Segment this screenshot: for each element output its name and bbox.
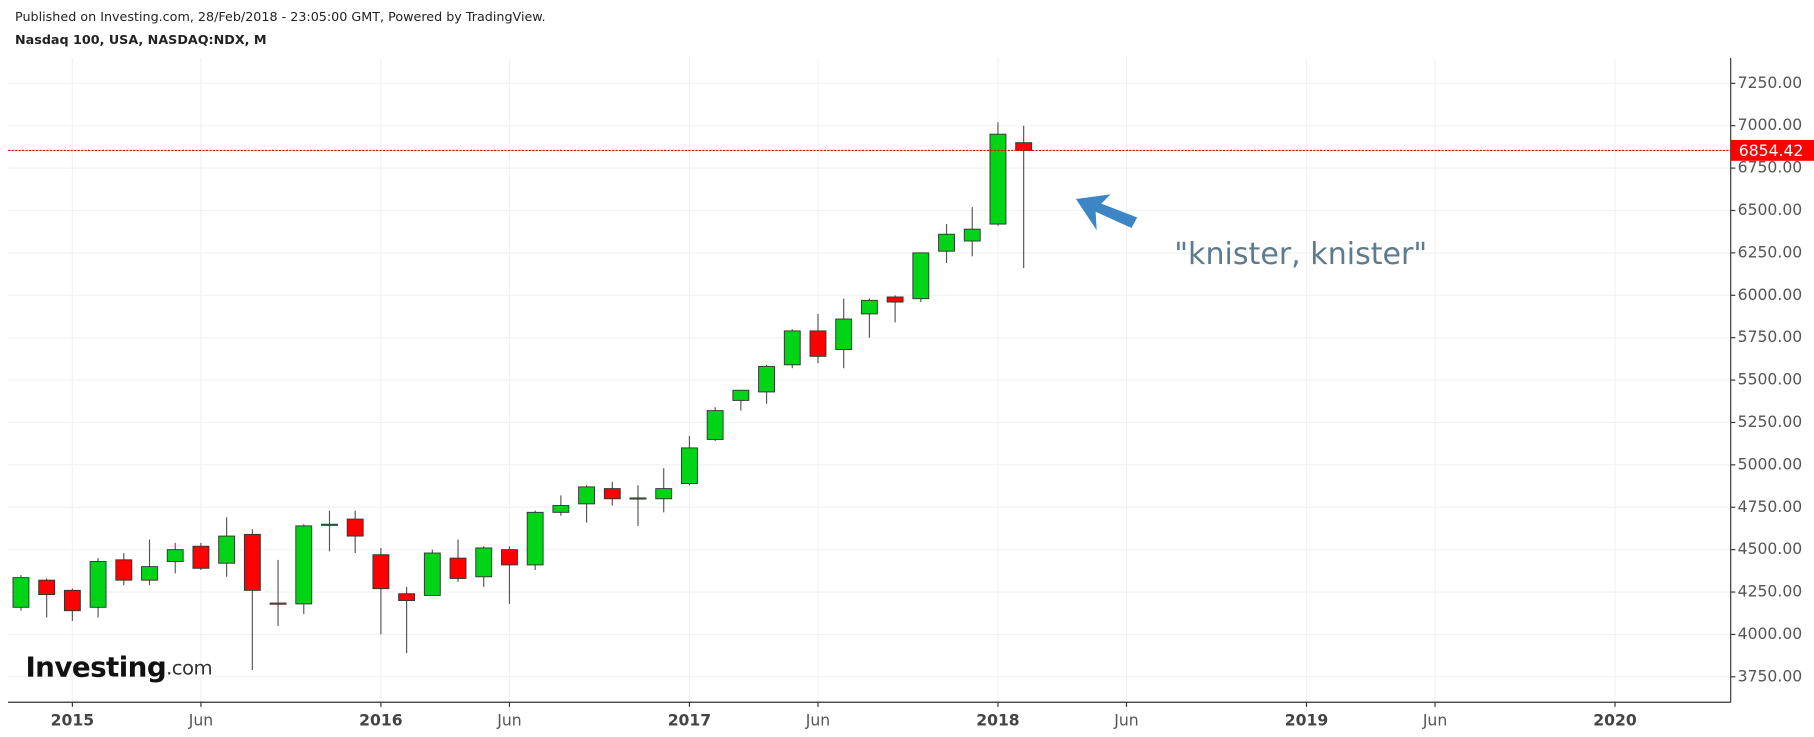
candle-body (321, 523, 338, 526)
y-tick-label: 5250.00 (1738, 413, 1803, 431)
y-tick-label: 3750.00 (1738, 667, 1803, 685)
brand-logo: Investing.com (25, 651, 212, 684)
x-tick-label: 2018 (976, 711, 1019, 729)
candle-body (912, 252, 930, 300)
y-tick-label: 5000.00 (1738, 455, 1803, 473)
y-tick-label: 5750.00 (1738, 328, 1803, 346)
x-tick-label: Jun (1422, 711, 1447, 729)
candle-body (346, 518, 364, 537)
candle-body (192, 545, 210, 569)
candle-body (166, 549, 184, 562)
annotation-arrow (1075, 194, 1138, 231)
candle-body (552, 505, 570, 513)
y-tick-label: 6500.00 (1738, 201, 1803, 219)
x-tick-label: Jun (496, 711, 521, 729)
candle-body (501, 549, 518, 566)
candle-body (706, 410, 724, 440)
y-tick-label: 7250.00 (1738, 74, 1803, 92)
candle-body (860, 299, 878, 315)
candle-body (963, 228, 981, 242)
brand-suffix: .com (166, 656, 212, 679)
candle-body (63, 589, 81, 612)
candle-body (38, 579, 56, 596)
x-tick-label: 2017 (668, 711, 711, 729)
annotation: "knister, knister" (1174, 237, 1427, 272)
candle-body (269, 602, 287, 605)
candle-body (680, 447, 698, 484)
y-tick-label: 6000.00 (1738, 286, 1803, 304)
grid (8, 57, 1731, 703)
candle-body (783, 330, 801, 366)
last-price-label: 6854.42 (1739, 142, 1804, 160)
candle-body (578, 486, 596, 505)
candle-body (243, 533, 261, 591)
candle-body (218, 535, 236, 564)
x-tick-label: 2015 (51, 711, 94, 729)
x-tick-label: Jun (1113, 711, 1138, 729)
x-tick-label: 2019 (1285, 711, 1328, 729)
brand-name: Investing (25, 651, 166, 684)
candle-body (89, 561, 107, 608)
candle-body (295, 525, 313, 605)
candle-body (141, 566, 158, 581)
y-tick-label: 4000.00 (1738, 625, 1803, 643)
y-tick-label: 5500.00 (1738, 371, 1803, 389)
y-tick-label: 4750.00 (1738, 498, 1803, 516)
candle-body (423, 552, 441, 596)
candle-body (629, 497, 647, 500)
candle-body (12, 577, 30, 608)
x-tick-label: 2016 (359, 711, 403, 729)
candle-body (758, 366, 775, 393)
candle-body (372, 554, 390, 590)
x-tick-label: 2020 (1593, 711, 1637, 729)
candle-body (526, 511, 544, 566)
candle-body (603, 488, 621, 500)
candle-body (115, 559, 133, 581)
y-tick-label: 7000.00 (1738, 116, 1803, 134)
candle-body (1015, 142, 1033, 151)
candle-body (989, 133, 1007, 225)
y-tick-label: 6750.00 (1738, 159, 1803, 177)
candle-body (398, 593, 416, 601)
y-tick-label: 4250.00 (1738, 583, 1803, 601)
candle-body (475, 547, 493, 578)
symbol-title: Nasdaq 100, USA, NASDAQ:NDX, M (15, 32, 267, 47)
candle-body (938, 233, 955, 252)
candles (12, 122, 1033, 671)
y-tick-label: 4500.00 (1738, 540, 1803, 558)
candle-body (809, 330, 827, 357)
candle-body (732, 389, 750, 401)
candle-body (835, 318, 853, 351)
x-tick-label: Jun (805, 711, 830, 729)
candle-body (655, 488, 673, 500)
candle-body (449, 557, 467, 579)
last-price-box (1730, 139, 1814, 161)
candle-body (886, 296, 904, 303)
published-note: Published on Investing.com, 28/Feb/2018 … (15, 9, 546, 24)
y-tick-label: 6250.00 (1738, 243, 1803, 261)
x-tick-label: Jun (188, 711, 213, 729)
